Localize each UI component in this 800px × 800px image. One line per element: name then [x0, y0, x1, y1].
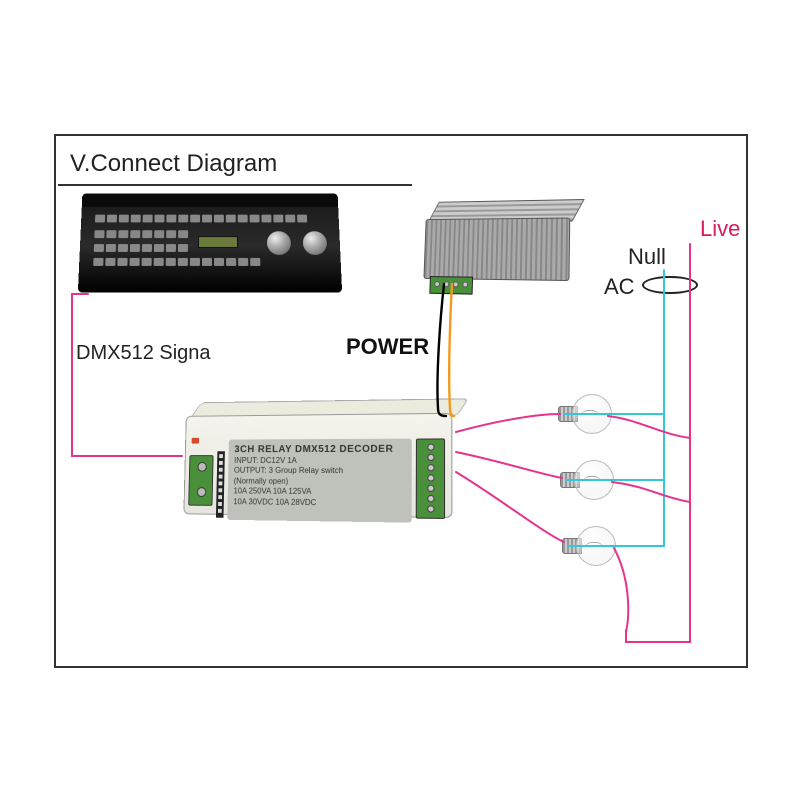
- label-null: Null: [628, 244, 666, 270]
- bulb-1: [556, 392, 612, 436]
- label-live: Live: [700, 216, 740, 242]
- label-dmx-signal: DMX512 Signa: [76, 342, 211, 365]
- decoder-dip-switch: [216, 451, 225, 518]
- decoder-line-input: INPUT: DC12V 1A: [234, 456, 406, 467]
- psu-terminal: [429, 276, 473, 295]
- dmx-controller: [78, 201, 342, 292]
- label-ac: AC: [604, 274, 635, 300]
- controller-button-row: [93, 258, 260, 266]
- decoder-line-output: OUTPUT: 3 Group Relay switch: [234, 466, 406, 477]
- decoder-body: 3CH RELAY DMX512 DECODER INPUT: DC12V 1A…: [183, 413, 452, 518]
- psu-body: [423, 217, 570, 281]
- title-underline: [58, 184, 412, 186]
- bulb-3: [560, 524, 616, 568]
- decoder-output-port: [416, 438, 445, 519]
- controller-screen: [198, 236, 238, 248]
- controller-button-row: [95, 215, 307, 223]
- decoder-heading: 3CH RELAY DMX512 DECODER: [234, 443, 405, 456]
- controller-button-row: [94, 244, 188, 252]
- decoder-sticker: 3CH RELAY DMX512 DECODER INPUT: DC12V 1A…: [227, 439, 412, 523]
- ac-ring-icon: [642, 276, 698, 294]
- controller-knob-2: [301, 230, 328, 256]
- decoder-led-icon: [192, 438, 200, 444]
- dmx-decoder: 3CH RELAY DMX512 DECODER INPUT: DC12V 1A…: [183, 398, 461, 522]
- bulb-2: [558, 458, 614, 502]
- bulb-filament-icon: [580, 410, 600, 420]
- label-power: POWER: [346, 334, 429, 360]
- diagram-title: V.Connect Diagram: [70, 150, 277, 178]
- decoder-dmx-port: [188, 455, 213, 506]
- bulb-filament-icon: [582, 476, 602, 486]
- controller-knob-1: [266, 230, 293, 256]
- decoder-spec2: 10A 30VDC 10A 28VDC: [233, 497, 405, 509]
- power-supply: [423, 199, 579, 291]
- bulb-filament-icon: [584, 542, 604, 552]
- controller-button-row: [94, 230, 188, 238]
